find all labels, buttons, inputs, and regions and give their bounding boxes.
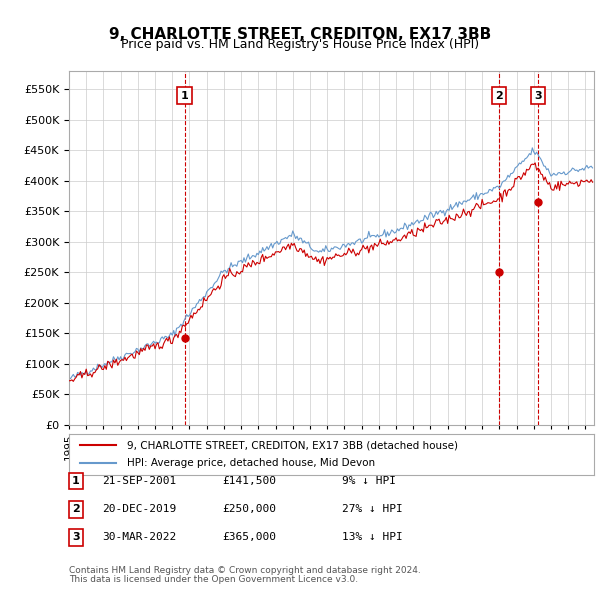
Text: £365,000: £365,000 xyxy=(222,533,276,542)
Text: 27% ↓ HPI: 27% ↓ HPI xyxy=(342,504,403,514)
Text: This data is licensed under the Open Government Licence v3.0.: This data is licensed under the Open Gov… xyxy=(69,575,358,584)
Text: Price paid vs. HM Land Registry's House Price Index (HPI): Price paid vs. HM Land Registry's House … xyxy=(121,38,479,51)
Text: 21-SEP-2001: 21-SEP-2001 xyxy=(102,476,176,486)
Text: 2: 2 xyxy=(72,504,80,514)
Text: £250,000: £250,000 xyxy=(222,504,276,514)
Text: £141,500: £141,500 xyxy=(222,476,276,486)
Text: 2: 2 xyxy=(495,91,503,100)
Text: 20-DEC-2019: 20-DEC-2019 xyxy=(102,504,176,514)
Text: 3: 3 xyxy=(534,91,542,100)
Text: 30-MAR-2022: 30-MAR-2022 xyxy=(102,533,176,542)
Text: 9, CHARLOTTE STREET, CREDITON, EX17 3BB (detached house): 9, CHARLOTTE STREET, CREDITON, EX17 3BB … xyxy=(127,440,458,450)
Text: 1: 1 xyxy=(181,91,188,100)
Text: 9% ↓ HPI: 9% ↓ HPI xyxy=(342,476,396,486)
Text: 3: 3 xyxy=(72,533,80,542)
Text: 9, CHARLOTTE STREET, CREDITON, EX17 3BB: 9, CHARLOTTE STREET, CREDITON, EX17 3BB xyxy=(109,27,491,41)
Text: 13% ↓ HPI: 13% ↓ HPI xyxy=(342,533,403,542)
Text: HPI: Average price, detached house, Mid Devon: HPI: Average price, detached house, Mid … xyxy=(127,458,375,468)
Text: Contains HM Land Registry data © Crown copyright and database right 2024.: Contains HM Land Registry data © Crown c… xyxy=(69,566,421,575)
Text: 1: 1 xyxy=(72,476,80,486)
